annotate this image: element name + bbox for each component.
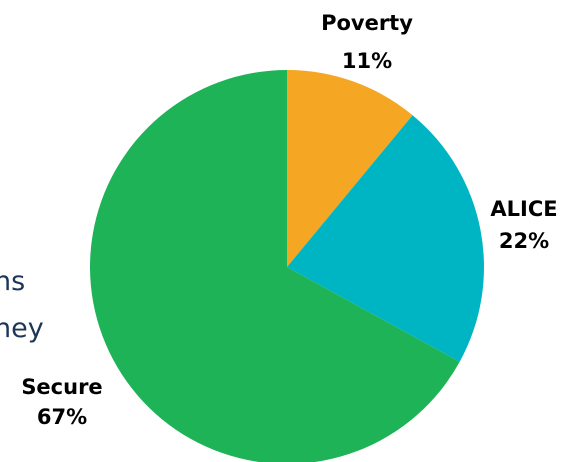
slice-label-poverty: Poverty [321, 11, 413, 35]
background-text-line-1: ns [0, 266, 26, 297]
slice-value-poverty: 11% [342, 49, 392, 73]
slice-label-secure: Secure [21, 375, 102, 399]
pie-slice-poverty [287, 70, 413, 267]
slice-value-secure: 67% [37, 405, 87, 429]
pie-slice-secure [90, 70, 460, 462]
slice-label-alice: ALICE [490, 197, 557, 221]
background-text-line-2: ney [0, 313, 44, 344]
pie-slice-alice [287, 115, 485, 362]
slice-value-alice: 22% [499, 229, 549, 253]
